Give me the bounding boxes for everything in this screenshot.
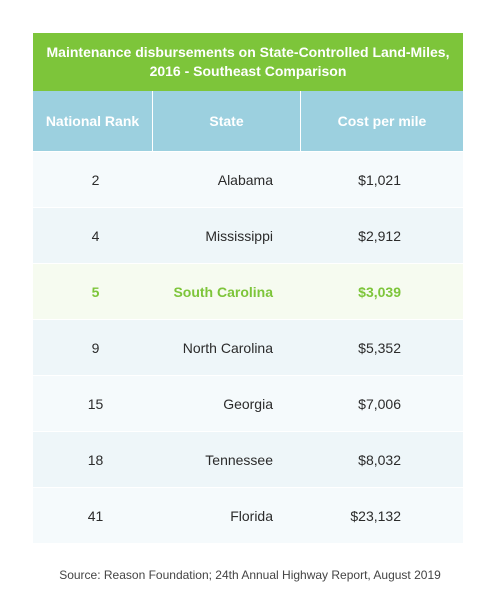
cost-cell: $23,132 bbox=[350, 507, 401, 524]
rank-cell: 2 bbox=[91, 171, 100, 188]
rank-cell: 5 bbox=[91, 283, 100, 300]
data-table: Maintenance disbursements on State-Contr… bbox=[33, 33, 463, 543]
table-row: 2 Alabama $1,021 bbox=[33, 151, 463, 207]
state-cell: South Carolina bbox=[173, 283, 273, 300]
table-row: 5 South Carolina $3,039 bbox=[33, 263, 463, 319]
table-row: 15 Georgia $7,006 bbox=[33, 375, 463, 431]
rank-cell: 18 bbox=[87, 451, 104, 468]
state-cell: Mississippi bbox=[205, 227, 273, 244]
header-state: State bbox=[152, 91, 300, 151]
cost-cell: $3,039 bbox=[358, 283, 401, 300]
cost-cell: $2,912 bbox=[358, 227, 401, 244]
state-cell: North Carolina bbox=[182, 339, 273, 356]
table-row: 9 North Carolina $5,352 bbox=[33, 319, 463, 375]
cost-cell: $8,032 bbox=[358, 451, 401, 468]
state-cell: Alabama bbox=[217, 171, 273, 188]
state-cell: Tennessee bbox=[205, 451, 273, 468]
cost-cell: $5,352 bbox=[358, 339, 401, 356]
header-cost-per-mile: Cost per mile bbox=[300, 91, 463, 151]
cost-cell: $1,021 bbox=[358, 171, 401, 188]
state-cell: Florida bbox=[230, 507, 273, 524]
table-row: 4 Mississippi $2,912 bbox=[33, 207, 463, 263]
table-body: 2 Alabama $1,021 4 Mississippi $2,912 5 South C… bbox=[33, 151, 463, 543]
table-row: 41 Florida $23,132 bbox=[33, 487, 463, 543]
rank-cell: 15 bbox=[87, 395, 104, 412]
header-national-rank: National Rank bbox=[45, 113, 140, 129]
rank-cell: 4 bbox=[91, 227, 100, 244]
header-row: National Rank State Cost per mile bbox=[33, 91, 463, 151]
table-row: 18 Tennessee $8,032 bbox=[33, 431, 463, 487]
source-note: Source: Reason Foundation; 24th Annual H… bbox=[59, 568, 441, 582]
table-title: Maintenance disbursements on State-Contr… bbox=[33, 33, 463, 91]
state-cell: Georgia bbox=[223, 395, 273, 412]
cost-cell: $7,006 bbox=[358, 395, 401, 412]
rank-cell: 9 bbox=[91, 339, 100, 356]
rank-cell: 41 bbox=[87, 507, 104, 524]
